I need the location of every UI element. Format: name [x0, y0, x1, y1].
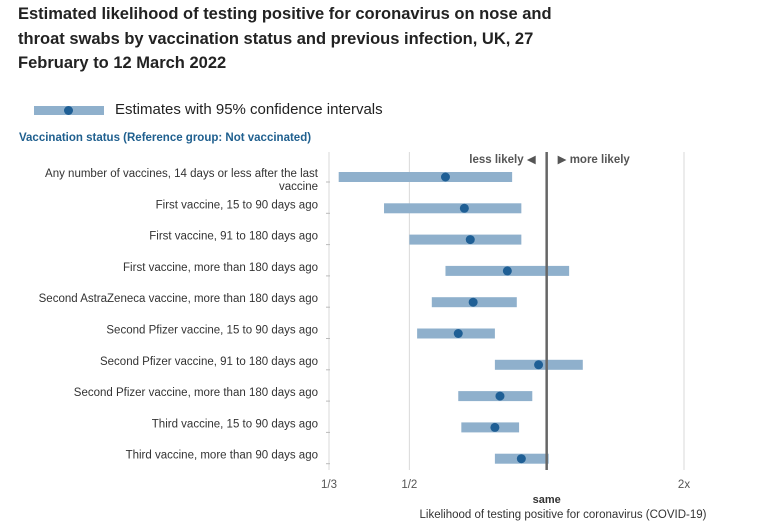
direction-right-label: ▶ more likely [558, 154, 631, 166]
category-label-0-line-1: vaccine [279, 181, 318, 193]
estimate-point-3 [502, 266, 512, 276]
ci-bar-2 [409, 234, 522, 245]
category-label-7: Second Pfizer vaccine, more than 180 day… [74, 387, 318, 399]
legend-point-swatch [64, 106, 73, 115]
estimate-point-2 [465, 235, 475, 245]
ci-bar-8 [461, 422, 520, 433]
category-label-6: Second Pfizer vaccine, 91 to 180 days ag… [100, 356, 318, 368]
estimate-point-7 [495, 391, 505, 401]
category-label-5: Second Pfizer vaccine, 15 to 90 days ago [106, 325, 318, 337]
estimate-point-9 [516, 454, 526, 464]
tick-label-2: 2x [678, 479, 690, 491]
chart-title: Estimated likelihood of testing positive… [18, 5, 552, 72]
estimate-point-4 [468, 297, 478, 307]
ci-bar-7 [458, 391, 533, 402]
ci-bar-0 [338, 172, 513, 182]
category-label-8: Third vaccine, 15 to 90 days ago [152, 418, 318, 430]
estimate-point-1 [459, 203, 469, 213]
legend-label: Estimates with 95% confidence intervals [115, 101, 383, 118]
estimate-point-6 [534, 360, 544, 370]
category-label-3: First vaccine, more than 180 days ago [123, 262, 318, 274]
estimate-point-8 [490, 422, 500, 432]
category-label-0: Any number of vaccines, 14 days or less … [45, 168, 319, 180]
group-label: Vaccination status (Reference group: Not… [19, 132, 312, 144]
reference-label: same [533, 494, 561, 506]
category-label-1: First vaccine, 15 to 90 days ago [156, 199, 318, 211]
direction-left-label: less likely ◀ [469, 154, 536, 166]
legend: Estimates with 95% confidence intervals [34, 100, 434, 122]
category-label-2: First vaccine, 91 to 180 days ago [149, 231, 318, 243]
estimate-point-5 [453, 329, 463, 338]
estimate-point-0 [440, 172, 450, 182]
tick-label-0: 1/3 [321, 479, 337, 491]
tick-label-1: 1/2 [401, 479, 417, 491]
x-axis-label: Likelihood of testing positive for coron… [420, 509, 707, 521]
category-label-9: Third vaccine, more than 90 days ago [126, 450, 318, 462]
ci-bar-1 [384, 203, 522, 214]
category-label-4: Second AstraZeneca vaccine, more than 18… [39, 293, 318, 305]
